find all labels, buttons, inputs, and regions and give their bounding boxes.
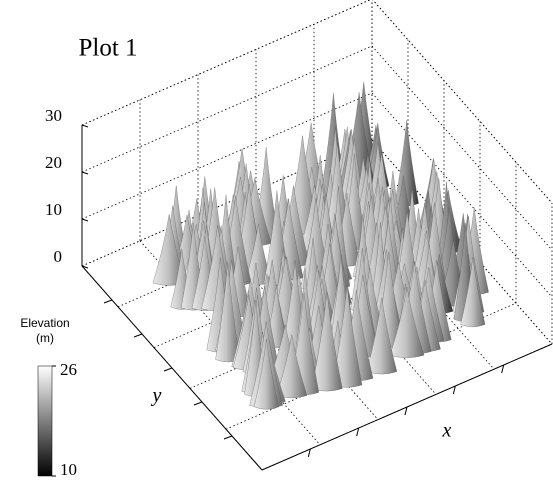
y-tick [134,334,142,337]
tree [395,120,419,206]
colorbar-label: Elevation (m) [14,316,76,346]
z-tick [82,219,88,221]
z-tick [82,172,88,174]
colorbar-tick-label: 26 [60,360,77,379]
grid-line [372,0,552,203]
canopy-surface [153,82,489,409]
y-tick [194,402,202,405]
y-tick [104,300,112,303]
z-tick-label: 30 [45,106,62,125]
colorbar-tick-label: 10 [60,460,77,479]
z-tick-label: 10 [45,200,62,219]
z-tick [82,125,88,127]
z-tick-label: 20 [45,153,62,172]
y-tick [164,368,172,371]
box-edge [82,0,372,125]
x-axis-label: x [442,420,452,442]
colorbar [38,366,52,476]
y-axis-label: y [151,385,162,407]
chart-title: Plot 1 [78,35,137,62]
grid-line [82,0,372,125]
y-tick [224,436,232,439]
chart: 0 10 20 30 Plot 1 y x 10 26 [0,0,553,481]
page: 0 10 20 30 Plot 1 y x 10 26 Elevation (m) [0,0,553,481]
z-tick-label: 0 [54,247,63,266]
